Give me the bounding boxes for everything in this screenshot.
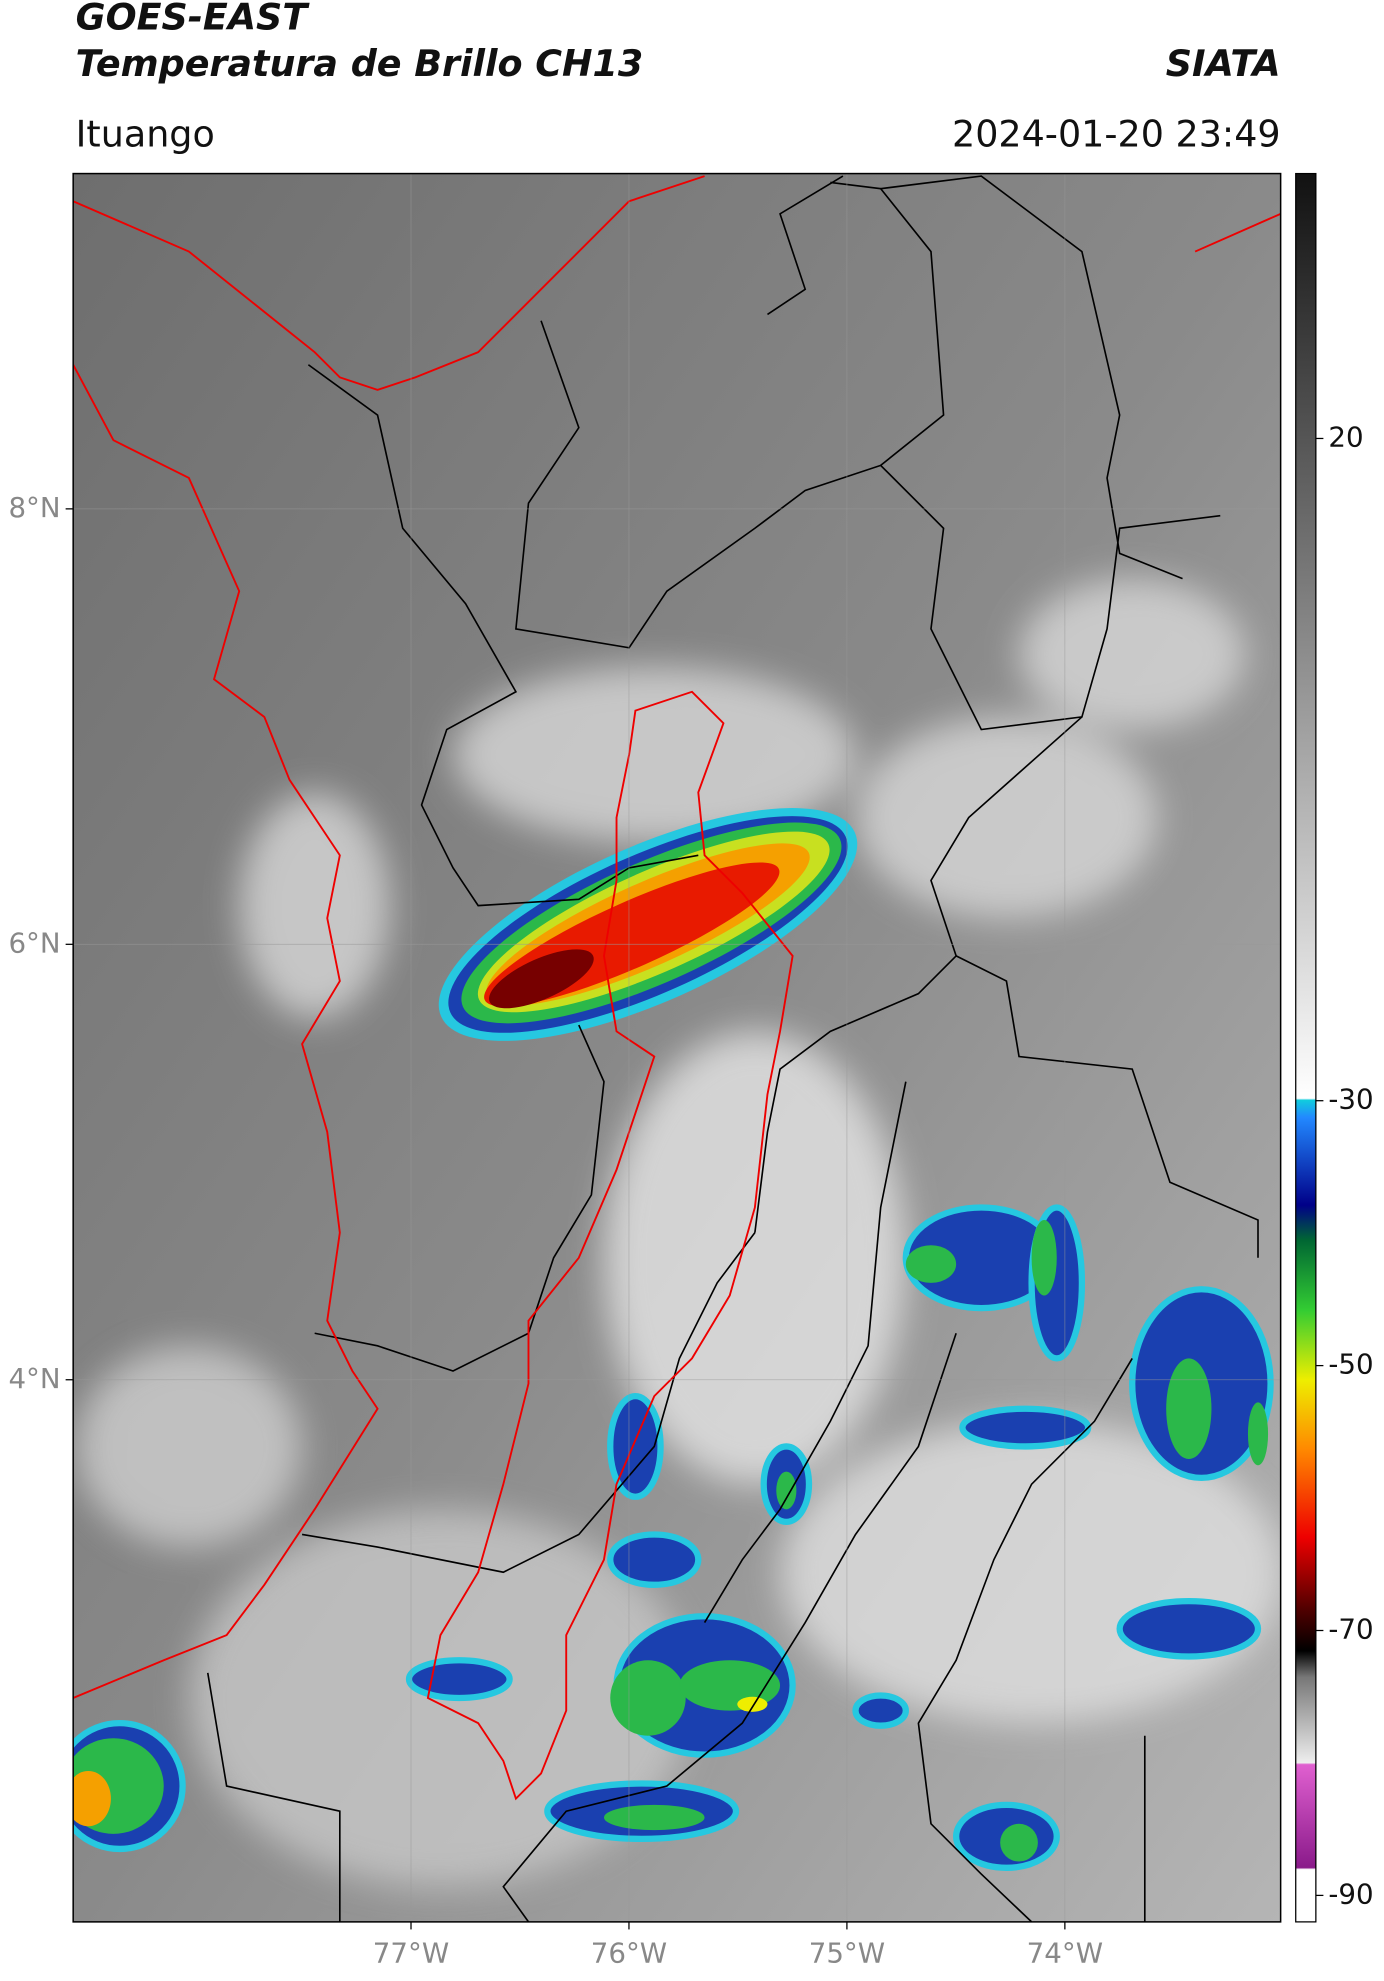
x-tick-label: 75°W xyxy=(809,1937,885,1970)
datetime: 2024-01-20 23:49 xyxy=(952,112,1281,155)
borders xyxy=(206,175,1259,1922)
convective-cells xyxy=(73,1204,1274,1871)
x-tick-label: 74°W xyxy=(1027,1937,1103,1970)
grid xyxy=(73,173,1281,1922)
map-frame xyxy=(72,172,1282,1923)
title: GOES-EAST xyxy=(76,0,311,38)
x-tick-label: 77°W xyxy=(373,1937,449,1970)
colorbar-tick-label: -70 xyxy=(1328,1612,1373,1645)
y-tick-label: 6°N xyxy=(8,926,60,959)
location: Ituango xyxy=(76,112,215,155)
colorbar-tick-label: -90 xyxy=(1328,1877,1373,1910)
colorbar-tick-label: -30 xyxy=(1328,1083,1373,1116)
colorbar-tick-label: -50 xyxy=(1328,1348,1373,1381)
x-tick-label: 76°W xyxy=(591,1937,667,1970)
colorbar xyxy=(1295,172,1317,1923)
axes: 77°W 76°W 75°W 74°W 8°N 6°N 4°N -90 -70 -50 -30 20 xyxy=(8,420,1373,1969)
brand: SIATA xyxy=(1166,42,1281,85)
satellite-image xyxy=(73,173,1281,1922)
coast-and-region xyxy=(73,175,1281,1801)
y-tick-label: 4°N xyxy=(8,1362,60,1395)
y-tick-label: 8°N xyxy=(8,491,60,524)
colorbar-tick-label: 20 xyxy=(1328,420,1363,453)
subtitle: Temperatura de Brillo CH13 xyxy=(76,42,644,85)
